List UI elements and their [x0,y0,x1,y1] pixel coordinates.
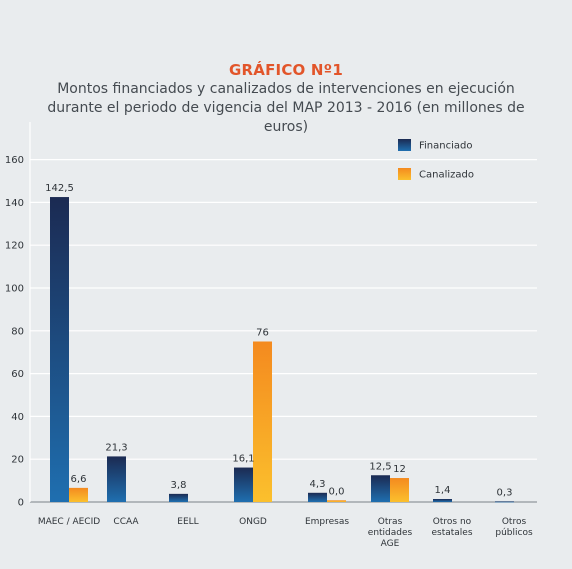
data-label: 6,6 [71,474,87,485]
canalizado-bar [69,487,88,502]
canalizado-bar [327,500,346,502]
financiado-bar [50,197,69,503]
category-label: EELL [177,517,198,527]
legend-label: Canalizado [419,170,474,181]
y-tick-label: 140 [5,198,24,209]
category-label: ONGD [239,517,267,527]
financiado-legend-swatch [398,139,411,151]
financiado-bar [433,499,452,502]
financiado-bar [495,501,514,503]
bars [50,197,514,503]
canalizado-bar [390,478,409,502]
canalizado-bar [253,341,272,502]
category-label: Otras [378,517,403,527]
data-labels: 142,5 6,6 21,3 3,8 16,1 76 4,30,0 12,5 12 1,4 0,3 [45,183,512,498]
category-label: entidades [368,528,413,538]
title-block: GRÁFICO Nº1 Montos financiados y canaliz… [0,60,572,137]
data-label: 1,4 [435,485,451,496]
category-label: públicos [495,528,533,538]
category-label: CCAA [113,517,139,527]
data-label: 4,3 [310,479,326,490]
y-axis: 0 20 40 60 80 100 120 140 160 [5,122,31,509]
grid-lines [30,159,537,503]
category-label: Otros no [433,517,472,527]
data-label: 3,8 [171,480,187,491]
category-label: estatales [431,528,472,538]
data-label: 0,0 [329,486,345,497]
data-label: 76 [256,328,269,339]
data-label: 0,3 [497,487,513,498]
canalizado-legend-swatch [398,168,411,180]
data-label: 142,5 [45,183,74,194]
chart-subtitle: Montos financiados y canalizados de inte… [47,81,525,135]
financiado-bar [371,475,390,502]
category-label: Otros [502,517,527,527]
financiado-bar [234,467,253,502]
data-label: 16,1 [232,454,254,465]
financiado-bar [169,493,188,502]
y-tick-label: 60 [11,369,24,380]
chart-title: GRÁFICO Nº1 [229,61,343,79]
financiado-bar [308,492,327,502]
financiado-bar [107,456,126,502]
data-label: 21,3 [105,442,127,453]
y-tick-label: 120 [5,241,24,252]
legend-label: Financiado [419,141,472,152]
category-label: MAEC / AECID [38,517,100,527]
y-tick-label: 0 [18,498,24,509]
y-tick-label: 160 [5,155,24,166]
y-tick-label: 100 [5,284,24,295]
data-label: 12 [393,464,406,475]
legend: Financiado Canalizado [398,139,474,181]
category-label: AGE [381,539,400,549]
data-label: 12,5 [369,461,391,472]
y-tick-label: 40 [11,412,24,423]
y-tick-label: 20 [11,455,24,466]
category-label: Empresas [305,517,349,527]
category-labels: MAEC / AECID CCAA EELL ONGD Empresas Otrasent… [38,517,533,549]
y-tick-label: 80 [11,326,24,337]
